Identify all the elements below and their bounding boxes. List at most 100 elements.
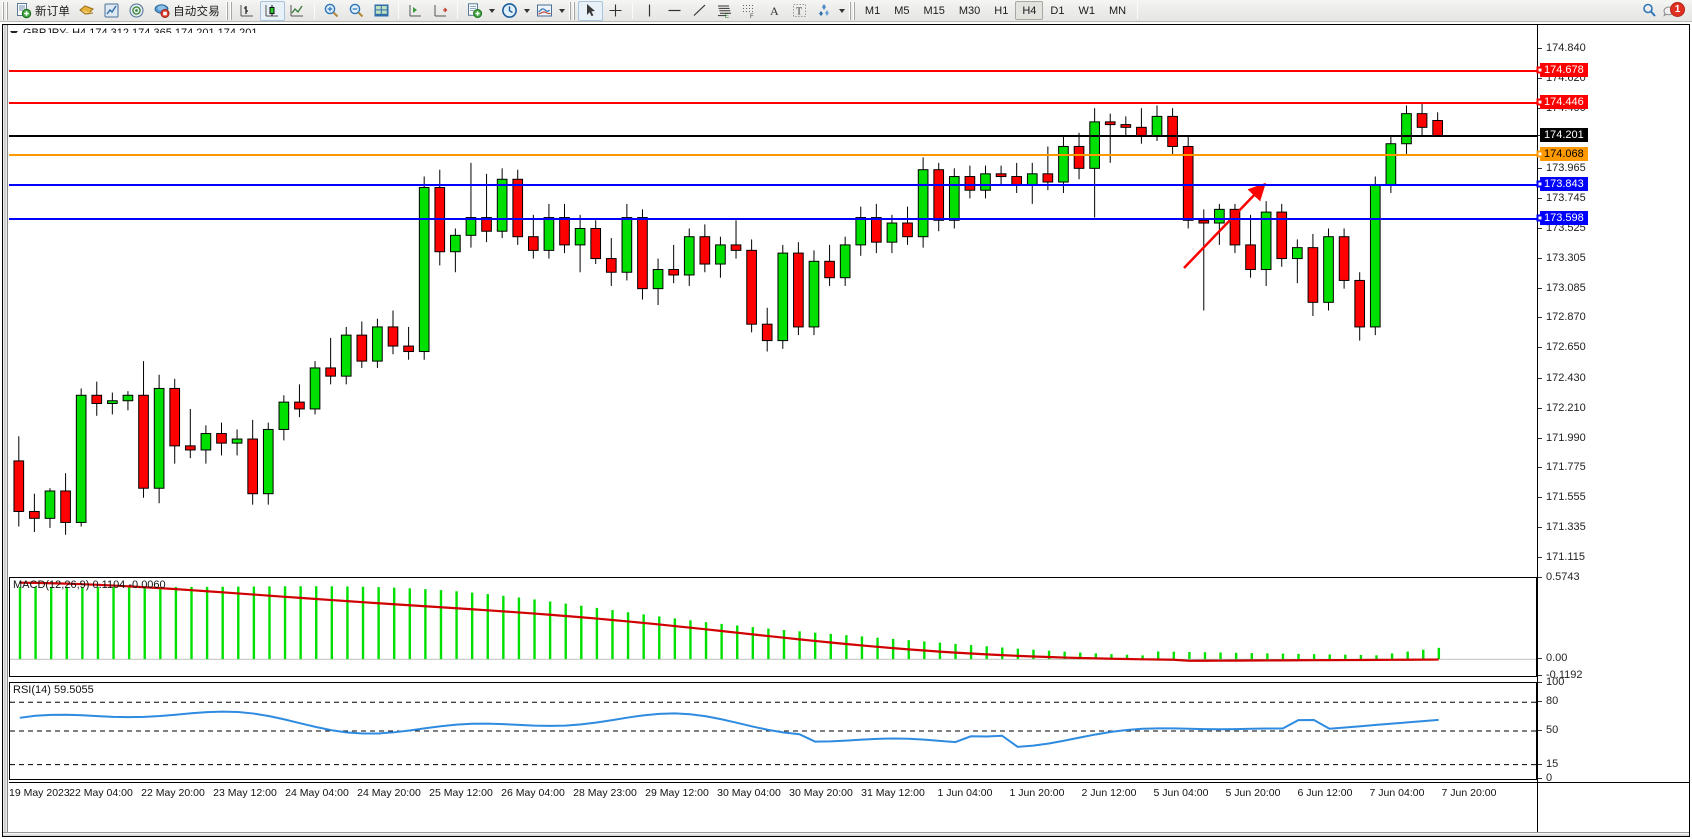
rsi-tick-label: 50 xyxy=(1538,724,1558,736)
time-tick-label: 29 May 12:00 xyxy=(645,787,709,799)
trendline-button[interactable] xyxy=(687,1,712,21)
fibo-fan-button[interactable]: F xyxy=(737,1,762,21)
templates-button[interactable] xyxy=(462,1,487,21)
vline-icon xyxy=(648,4,651,17)
rsi-label: RSI(14) 59.5055 xyxy=(13,684,94,696)
chart-vertical-scrollbar[interactable] xyxy=(3,25,8,836)
text-button[interactable]: A xyxy=(762,1,787,21)
price-line-support-2[interactable] xyxy=(9,217,1537,220)
price-line-pivot[interactable] xyxy=(9,153,1537,156)
chart-horizontal-scrollbar[interactable] xyxy=(3,832,1689,836)
price-pill-pivot[interactable]: 174.068 xyxy=(1540,146,1588,161)
profiles-button[interactable] xyxy=(74,1,99,21)
notification-badge: 1 xyxy=(1670,2,1685,17)
line-handle-pivot[interactable] xyxy=(1536,150,1544,158)
main-toolbar: 新订单 自动交易 xyxy=(0,0,1692,22)
indicators-caret-icon[interactable] xyxy=(558,8,565,13)
text-label-icon: T xyxy=(792,4,806,18)
timeframe-d1[interactable]: D1 xyxy=(1050,4,1065,17)
autotrade-button[interactable]: 自动交易 xyxy=(149,1,224,21)
price-tick-label: 172.870 xyxy=(1538,311,1586,323)
timeframe-m15[interactable]: M15 xyxy=(923,4,945,17)
price-pill-resistance-1[interactable]: 174.678 xyxy=(1540,63,1588,78)
macd-tick-label: -0.1192 xyxy=(1538,669,1583,681)
price-line-current-price[interactable] xyxy=(9,135,1537,138)
macd-plot xyxy=(10,581,1536,662)
data-window-button[interactable] xyxy=(369,1,394,21)
price-line-resistance-1[interactable] xyxy=(9,70,1537,73)
line-handle-support-1[interactable] xyxy=(1536,180,1544,188)
candlestick-chart-button[interactable] xyxy=(259,0,285,21)
timeframe-h1[interactable]: H1 xyxy=(994,4,1009,17)
price-axis[interactable]: 174.840174.620174.400174.201173.965173.7… xyxy=(1536,25,1689,836)
objects-caret-icon[interactable] xyxy=(838,8,845,13)
bar-chart-icon xyxy=(240,5,253,17)
time-tick-label: 19 May 2023 xyxy=(9,787,70,799)
price-line-support-1[interactable] xyxy=(9,184,1537,187)
price-tick-label: 173.305 xyxy=(1538,252,1586,264)
period-button[interactable] xyxy=(497,1,522,21)
auto-scroll-button[interactable] xyxy=(428,1,453,21)
toolbar-right-group: 1 xyxy=(1641,2,1692,19)
templates-caret-icon[interactable] xyxy=(488,8,495,13)
timeframe-group-grip[interactable] xyxy=(848,1,855,20)
timeframe-h4[interactable]: H4 xyxy=(1015,1,1044,20)
time-tick-label: 30 May 04:00 xyxy=(717,787,781,799)
price-pill-current-price[interactable]: 174.201 xyxy=(1540,128,1588,143)
shift-end-button[interactable] xyxy=(403,1,428,21)
alerts-button[interactable]: 1 xyxy=(1663,2,1685,19)
timeframe-m1[interactable]: M1 xyxy=(864,4,881,17)
chart-window[interactable]: GBPJPY-,H4 174.312 174.365 174.201 174.2… xyxy=(2,24,1690,837)
line-chart-button[interactable] xyxy=(285,1,310,21)
text-label-button[interactable]: T xyxy=(787,1,812,21)
time-tick-label: 23 May 12:00 xyxy=(213,787,277,799)
price-pill-support-1[interactable]: 173.843 xyxy=(1540,177,1588,192)
hline-button[interactable] xyxy=(662,1,687,21)
price-line-resistance-2[interactable] xyxy=(9,101,1537,104)
timeframe-mn[interactable]: MN xyxy=(1108,4,1127,17)
rsi-plot xyxy=(10,701,1536,766)
price-tick-label: 171.335 xyxy=(1538,521,1586,533)
time-axis[interactable]: 19 May 2023 22 May 04:00 22 May 20:00 23 Ma… xyxy=(9,782,1689,800)
profiles-icon xyxy=(79,5,95,15)
new-order-button[interactable]: 新订单 xyxy=(11,1,74,21)
zoom-out-button[interactable] xyxy=(344,1,369,21)
crosshair-button[interactable] xyxy=(603,1,628,21)
cursor-button[interactable] xyxy=(577,0,603,21)
fibo-icon: E xyxy=(717,5,731,19)
price-pane[interactable] xyxy=(9,33,1537,573)
time-tick-label: 5 Jun 20:00 xyxy=(1225,787,1281,799)
price-pill-resistance-2[interactable]: 174.446 xyxy=(1540,94,1588,109)
chart-type-group-grip[interactable] xyxy=(225,1,232,20)
zoom-in-icon xyxy=(324,3,339,18)
search-icon[interactable] xyxy=(1641,2,1658,19)
period-caret-icon[interactable] xyxy=(523,8,530,13)
zoom-out-icon xyxy=(349,3,364,18)
macd-pane[interactable]: MACD(12,26,9) 0.1104 -0.0060 xyxy=(9,577,1537,677)
rsi-pane[interactable]: RSI(14) 59.5055 xyxy=(9,682,1537,780)
fibo-button[interactable]: E xyxy=(712,1,737,21)
timeframe-m30[interactable]: M30 xyxy=(958,4,981,17)
line-handle-resistance-2[interactable] xyxy=(1536,98,1544,106)
toolbar-separator-2 xyxy=(397,2,399,19)
price-pill-support-2[interactable]: 173.598 xyxy=(1540,210,1588,225)
zoom-in-button[interactable] xyxy=(319,1,344,21)
toolbar-grip[interactable] xyxy=(2,1,8,20)
bar-chart-button[interactable] xyxy=(235,1,260,21)
price-candles xyxy=(13,102,1443,535)
time-tick-label: 1 Jun 20:00 xyxy=(1009,787,1065,799)
time-tick-label: 26 May 04:00 xyxy=(501,787,565,799)
autotrade-label: 自动交易 xyxy=(173,5,220,18)
vline-button[interactable] xyxy=(637,1,662,21)
timeframe-m5[interactable]: M5 xyxy=(894,4,910,17)
line-handle-resistance-1[interactable] xyxy=(1536,66,1544,74)
line-handle-support-2[interactable] xyxy=(1536,214,1544,222)
indicators-button[interactable] xyxy=(532,1,557,21)
drawing-group-grip[interactable] xyxy=(568,1,575,20)
objects-button[interactable] xyxy=(812,1,837,21)
navigator-button[interactable] xyxy=(124,1,149,21)
toolbar-separator xyxy=(313,2,315,19)
timeframe-w1[interactable]: W1 xyxy=(1078,4,1095,17)
time-tick-label: 22 May 20:00 xyxy=(141,787,205,799)
market-watch-button[interactable] xyxy=(99,1,124,21)
